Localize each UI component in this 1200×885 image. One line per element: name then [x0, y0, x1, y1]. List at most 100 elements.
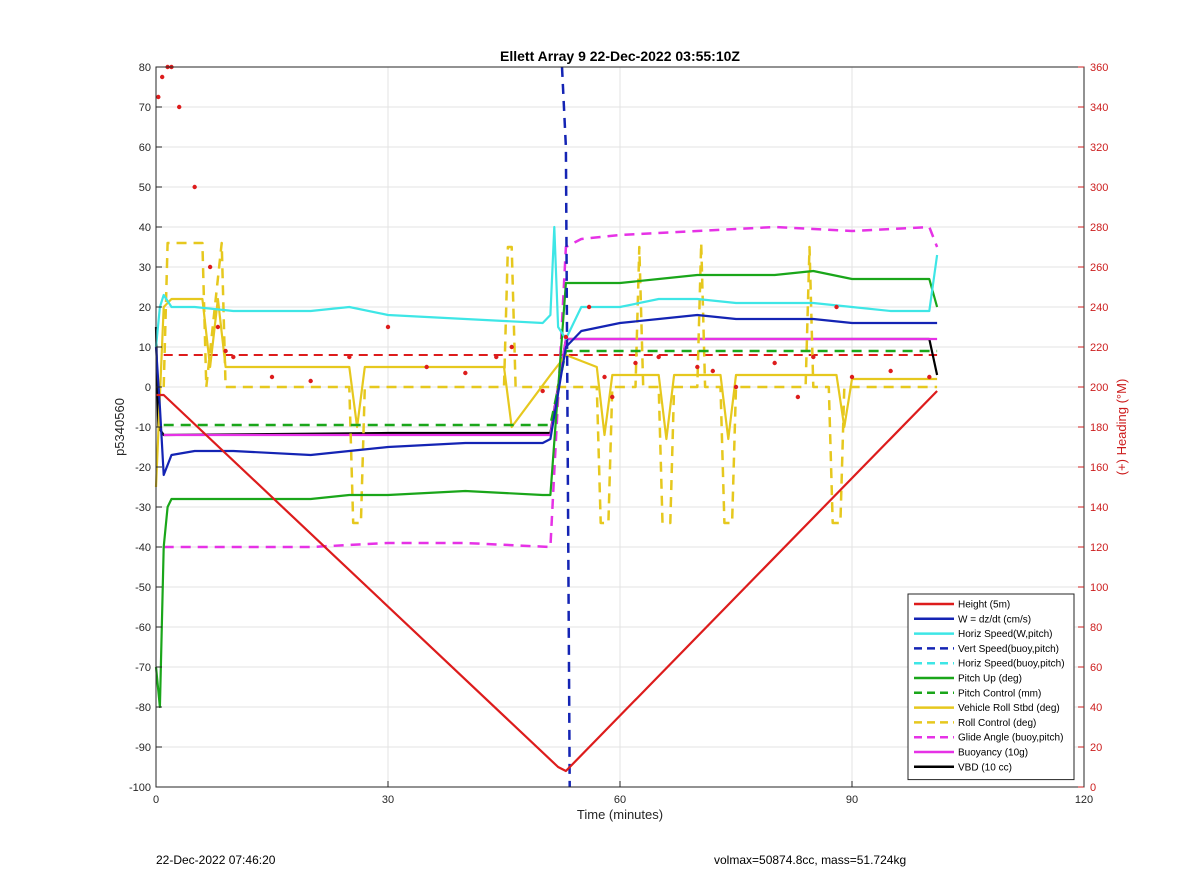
- heading-point: [602, 374, 607, 380]
- series-horiz-speed-w-pitch: [154, 225, 939, 348]
- heading-point: [927, 374, 932, 380]
- legend-label: Pitch Control (mm): [958, 688, 1041, 699]
- heading-point: [710, 368, 715, 374]
- heading-point: [695, 364, 700, 370]
- x-ticks: 0 30 60 90 120: [153, 781, 1093, 806]
- heading-point: [610, 394, 615, 400]
- heading-point: [215, 324, 221, 330]
- series-glide-angle-buoy-pitch: [163, 225, 939, 549]
- y2-tick-label: 100: [1090, 582, 1108, 594]
- x-tick-label: 30: [382, 794, 394, 806]
- heading-point: [888, 368, 893, 374]
- x-tick-label: 60: [614, 794, 626, 806]
- legend-box: [907, 593, 1075, 781]
- legend-label: Horiz Speed(W,pitch): [958, 629, 1052, 640]
- heading-point: [385, 324, 391, 330]
- series-vehicle-roll-stbd-deg: [154, 297, 938, 488]
- y2-tick-label: 20: [1090, 742, 1102, 754]
- y-tick-label: 60: [139, 142, 151, 154]
- series-roll-control-deg: [162, 241, 938, 525]
- heading-point: [540, 388, 545, 394]
- y2-tick-label: 80: [1090, 622, 1102, 634]
- heading-point: [347, 354, 352, 360]
- heading-point: [207, 264, 213, 270]
- legend-label: Vehicle Roll Stbd (deg): [958, 703, 1060, 714]
- heading-point: [563, 334, 569, 340]
- legend-label: Pitch Up (deg): [958, 674, 1022, 685]
- y2-tick-label: 300: [1090, 182, 1108, 194]
- y2-tick-label: 260: [1090, 262, 1108, 274]
- y-tick-label: -100: [129, 782, 151, 794]
- heading-point: [656, 354, 661, 360]
- legend-label: Horiz Speed(buoy,pitch): [958, 659, 1065, 670]
- y2-tick-label: 340: [1090, 102, 1108, 114]
- legend-label: Glide Angle (buoy,pitch): [958, 733, 1063, 744]
- y2-tick-label: 180: [1090, 422, 1108, 434]
- heading-point: [494, 354, 499, 360]
- series-pitch-up-deg: [154, 269, 939, 709]
- y2-tick-label: 320: [1090, 142, 1108, 154]
- x-tick-label: 90: [846, 794, 858, 806]
- y-tick-label: 70: [139, 102, 151, 114]
- y2-tick-label: 240: [1090, 302, 1108, 314]
- y-tick-label: -60: [135, 622, 151, 634]
- series-height-5m: [156, 390, 938, 773]
- series-w-dz-dt-cm-s: [154, 313, 938, 477]
- series-vert-speed-buoy-pitch: [560, 66, 571, 788]
- heading-point: [733, 384, 739, 390]
- y-tick-label: 80: [139, 62, 151, 74]
- grid: [155, 66, 1085, 788]
- x-tick-label: 120: [1075, 794, 1093, 806]
- x-axis-label: Time (minutes): [577, 807, 663, 822]
- y-tick-label: 40: [139, 222, 151, 234]
- heading-point: [772, 360, 777, 366]
- y-tick-label: -80: [135, 702, 151, 714]
- heading-point: [156, 94, 161, 100]
- legend-label: Buoyancy (10g): [958, 748, 1028, 759]
- heading-point: [795, 394, 801, 400]
- legend-label: W = dz/dt (cm/s): [958, 614, 1031, 625]
- y-tick-label: 10: [139, 342, 151, 354]
- y-ticks: -100-90-80-70-60-50-40-30-20-10010203040…: [129, 62, 162, 794]
- chart-title: Ellett Array 9 22-Dec-2022 03:55:10Z: [500, 48, 740, 64]
- legend-label: Height (5m): [958, 600, 1010, 611]
- y-tick-label: 0: [145, 382, 151, 394]
- heading-point: [269, 374, 275, 380]
- heading-point: [231, 354, 236, 360]
- x-tick-label: 0: [153, 794, 159, 806]
- series-pitch-control-mm: [163, 349, 938, 427]
- heading-point: [424, 364, 429, 370]
- footer-vehicle-info: volmax=50874.8cc, mass=51.724kg: [714, 853, 907, 867]
- y2-ticks: 0 20 40 60 80 100 120 140 160 180 200 220 240 260 280 3…: [1078, 62, 1108, 794]
- y-axis-label: p5340560: [112, 398, 127, 456]
- y-tick-label: -40: [135, 542, 151, 554]
- legend-label: Vert Speed(buoy,pitch): [958, 644, 1059, 655]
- legend: Height (5m) W = dz/dt (cm/s) Horiz Speed(W…: [907, 593, 1075, 781]
- y2-axis-label: (+) Heading (°M): [1114, 379, 1129, 476]
- y-tick-label: 30: [139, 262, 151, 274]
- legend-label: VBD (10 cc): [958, 762, 1012, 773]
- data-layer: [154, 64, 939, 788]
- y-tick-label: 50: [139, 182, 151, 194]
- heading-point: [192, 184, 197, 190]
- y-tick-label: -50: [135, 582, 151, 594]
- y2-tick-label: 60: [1090, 662, 1102, 674]
- heading-point: [849, 374, 855, 380]
- y-tick-label: -20: [135, 462, 151, 474]
- heading-point: [308, 378, 313, 384]
- y2-tick-label: 140: [1090, 502, 1108, 514]
- heading-point: [177, 104, 182, 110]
- heading-point: [223, 348, 228, 354]
- y2-tick-label: 40: [1090, 702, 1102, 714]
- y2-tick-label: 220: [1090, 342, 1108, 354]
- footer-timestamp: 22-Dec-2022 07:46:20: [156, 853, 276, 867]
- heading-point: [633, 360, 638, 366]
- y-tick-label: 20: [139, 302, 151, 314]
- y2-tick-label: 0: [1090, 782, 1096, 794]
- y-tick-label: -90: [135, 742, 151, 754]
- y2-tick-label: 200: [1090, 382, 1108, 394]
- y2-tick-label: 160: [1090, 462, 1108, 474]
- y-tick-label: -70: [135, 662, 151, 674]
- heading-point: [463, 370, 468, 376]
